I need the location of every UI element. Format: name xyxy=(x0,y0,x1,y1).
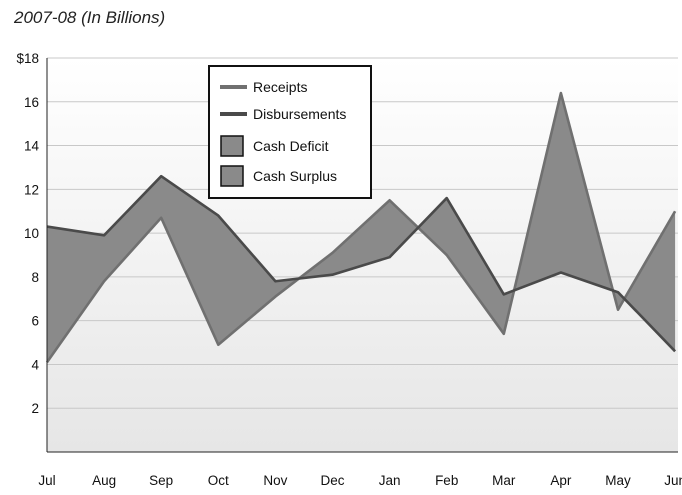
x-tick-label: Oct xyxy=(208,473,229,488)
y-tick-label: 6 xyxy=(31,314,39,329)
x-tick-label: Mar xyxy=(492,473,516,488)
x-tick-label: Jul xyxy=(38,473,55,488)
chart-title: 2007-08 (In Billions) xyxy=(14,8,166,27)
series-lines xyxy=(45,91,677,364)
legend-label: Disbursements xyxy=(253,106,346,122)
x-tick-label: Apr xyxy=(550,473,572,488)
y-tick-label: $18 xyxy=(16,51,39,66)
legend-label: Cash Deficit xyxy=(253,138,329,154)
y-tick-label: 14 xyxy=(24,139,40,154)
series-line-receipts xyxy=(45,91,677,364)
x-tick-label: Jun xyxy=(664,473,682,488)
y-tick-label: 16 xyxy=(24,95,39,110)
x-tick-label: Nov xyxy=(263,473,287,488)
x-tick-label: May xyxy=(605,473,631,488)
legend: Receipts Disbursements Cash Deficit Cash Su… xyxy=(208,65,372,199)
legend-label: Receipts xyxy=(253,79,307,95)
legend-swatch xyxy=(220,135,244,157)
y-tick-label: 8 xyxy=(31,270,39,285)
series-line-disbursements xyxy=(46,174,677,353)
y-tick-label: 4 xyxy=(31,357,39,372)
legend-swatch xyxy=(220,165,244,187)
y-tick-label: 2 xyxy=(31,401,39,416)
y-tick-label: 12 xyxy=(24,182,39,197)
x-tick-label: Dec xyxy=(320,473,344,488)
x-tick-label: Jan xyxy=(379,473,401,488)
x-tick-label: Feb xyxy=(435,473,458,488)
y-tick-label: 10 xyxy=(24,226,39,241)
legend-label: Cash Surplus xyxy=(253,168,337,184)
x-tick-label: Sep xyxy=(149,473,173,488)
axes: 2 4 6 8 10 12 14 16 $18 Jul Aug Sep Oct Nov Dec Jan Feb M… xyxy=(16,51,682,488)
x-tick-label: Aug xyxy=(92,473,116,488)
